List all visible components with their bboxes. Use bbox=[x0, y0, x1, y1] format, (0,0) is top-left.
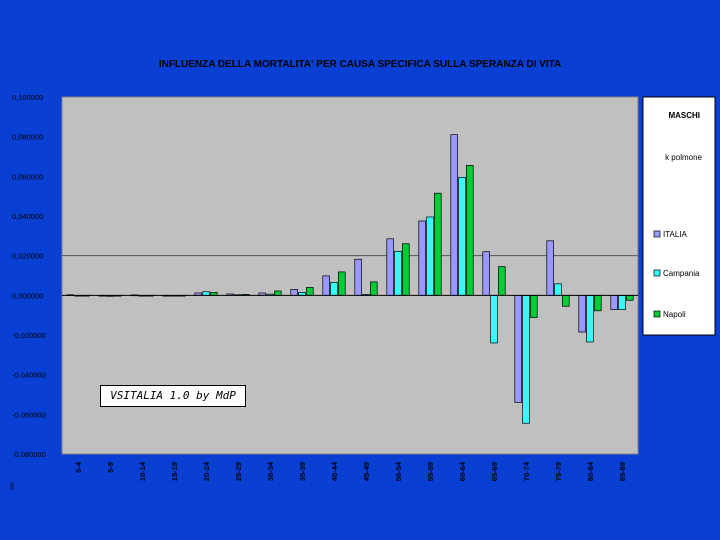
x-tick-label: 30-34 bbox=[266, 461, 275, 481]
bar-napoli bbox=[306, 287, 314, 296]
x-tick-label: 50-54 bbox=[394, 461, 403, 481]
right-panel bbox=[642, 96, 716, 336]
bar-italia bbox=[482, 251, 490, 296]
y-tick-label: 0,100000 bbox=[12, 93, 43, 102]
x-tick-label: 45-49 bbox=[362, 462, 371, 481]
x-tick-label: 35-39 bbox=[298, 462, 307, 481]
bar-italia bbox=[386, 238, 394, 296]
bar-napoli bbox=[562, 294, 570, 307]
bar-napoli bbox=[466, 165, 474, 296]
bar-napoli bbox=[402, 243, 410, 296]
x-tick-label: 40-44 bbox=[330, 461, 339, 481]
x-tick-label: 60-64 bbox=[458, 461, 467, 481]
bar-italia bbox=[610, 294, 618, 310]
version-stamp: VSITALIA 1.0 by MdP bbox=[100, 385, 246, 407]
bar-campania bbox=[202, 291, 210, 296]
bar-italia bbox=[450, 134, 458, 296]
bar-napoli bbox=[370, 281, 378, 296]
bar-campania bbox=[458, 176, 466, 296]
bar-campania bbox=[618, 294, 626, 310]
cause-label: k polmone bbox=[665, 153, 702, 162]
x-tick-label: 75-79 bbox=[554, 462, 563, 481]
x-tick-label: 5-9 bbox=[106, 462, 115, 473]
bar-napoli bbox=[594, 294, 602, 312]
bar-campania bbox=[586, 294, 594, 343]
x-tick-label: 55-59 bbox=[426, 462, 435, 481]
y-tick-label: -0,060000 bbox=[12, 410, 46, 419]
bar-napoli bbox=[530, 294, 538, 318]
bar-italia bbox=[322, 275, 330, 296]
bar-campania bbox=[554, 283, 562, 296]
y-tick-label: -0,080000 bbox=[12, 450, 46, 459]
x-tick-label: 25-29 bbox=[234, 462, 243, 481]
bar-napoli bbox=[498, 266, 506, 296]
y-tick-label: 0,040000 bbox=[12, 212, 43, 221]
x-tick-label: 10-14 bbox=[138, 461, 147, 481]
legend-label: ITALIA bbox=[663, 230, 688, 239]
x-tick-label: 0-4 bbox=[74, 461, 83, 473]
bar-napoli bbox=[338, 271, 346, 296]
y-tick-label: -0,040000 bbox=[12, 371, 46, 380]
x-tick-label: 80-84 bbox=[586, 461, 595, 481]
bar-italia bbox=[514, 294, 522, 403]
bar-napoli bbox=[626, 294, 634, 301]
bar-italia bbox=[578, 294, 586, 333]
bar-campania bbox=[426, 216, 434, 296]
x-tick-label: 65-69 bbox=[490, 462, 499, 481]
bar-italia bbox=[290, 289, 298, 296]
bar-italia bbox=[546, 240, 554, 296]
legend-swatch bbox=[653, 230, 661, 238]
y-tick-label: 0,020000 bbox=[12, 252, 43, 261]
legend-swatch bbox=[653, 269, 661, 277]
x-tick-label: 20-24 bbox=[202, 461, 211, 481]
bar-campania bbox=[522, 294, 530, 424]
x-tick-label: 70-74 bbox=[522, 461, 531, 481]
y-tick-label: 0,000000 bbox=[12, 291, 43, 300]
bar-campania bbox=[394, 250, 402, 296]
y-tick-label: -0,020000 bbox=[12, 331, 46, 340]
bar-italia bbox=[354, 258, 362, 296]
corner-label: ets bbox=[10, 482, 16, 490]
legend-label: Campania bbox=[663, 269, 700, 278]
legend-swatch bbox=[653, 310, 661, 318]
bar-campania bbox=[490, 294, 498, 344]
bar-italia bbox=[418, 220, 426, 296]
bar-napoli bbox=[274, 290, 282, 296]
gender-label: MASCHI bbox=[668, 111, 700, 120]
x-tick-label: 15-19 bbox=[170, 462, 179, 481]
legend-label: Napoli bbox=[663, 310, 686, 319]
bar-campania bbox=[330, 282, 338, 296]
bar-napoli bbox=[434, 192, 442, 296]
x-tick-label: 85-89 bbox=[618, 462, 627, 481]
y-tick-label: 0,060000 bbox=[12, 172, 43, 181]
chart-title: INFLUENZA DELLA MORTALITA' PER CAUSA SPE… bbox=[159, 59, 561, 70]
y-tick-label: 0,080000 bbox=[12, 133, 43, 142]
